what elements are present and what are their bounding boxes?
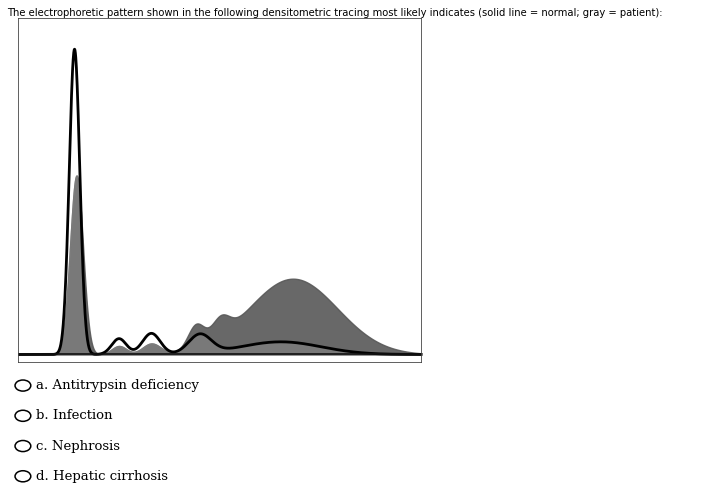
Text: c. Nephrosis: c. Nephrosis [36, 439, 120, 453]
Text: d. Hepatic cirrhosis: d. Hepatic cirrhosis [36, 470, 168, 483]
Text: The electrophoretic pattern shown in the following densitometric tracing most li: The electrophoretic pattern shown in the… [7, 8, 663, 18]
Text: a. Antitrypsin deficiency: a. Antitrypsin deficiency [36, 379, 199, 392]
Text: b. Infection: b. Infection [36, 409, 112, 422]
